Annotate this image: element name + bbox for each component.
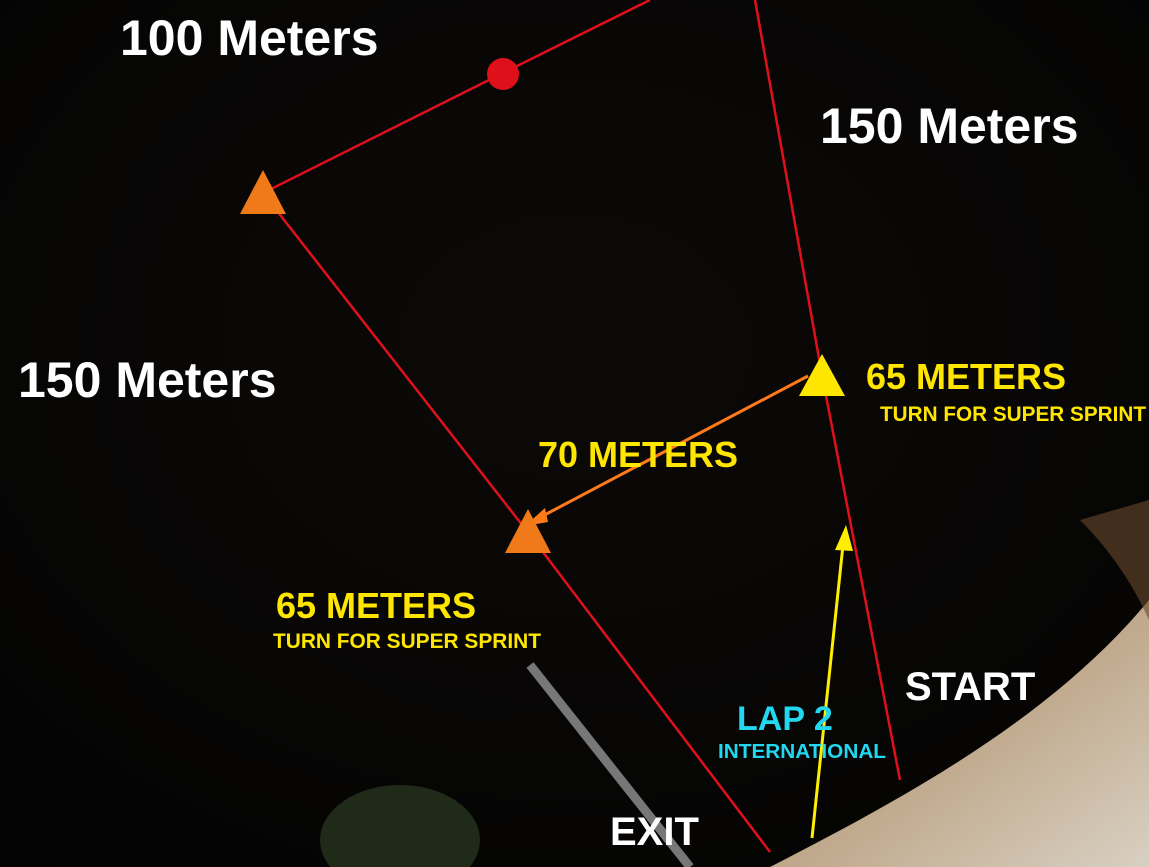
distance-label: 70 METERS [538,434,738,475]
course-map: 100 Meters 150 Meters 150 Meters 65 METE… [0,0,1149,867]
page: 100 Meters 150 Meters 150 Meters 65 METE… [0,0,1149,867]
lap-note: INTERNATIONAL [718,741,886,763]
distance-label: 65 METERS [276,585,476,626]
exit-label: EXIT [610,810,699,854]
note: TURN FOR SUPER SPRINT [273,630,541,653]
distance-label: 150 Meters [820,98,1079,154]
note: TURN FOR SUPER SPRINT [880,403,1146,426]
buoy [487,58,519,90]
lap-label: LAP 2 [737,700,833,738]
start-label: START [905,665,1035,709]
distance-label: 100 Meters [120,10,379,66]
distance-label: 150 Meters [18,352,277,408]
distance-label: 65 METERS [866,356,1066,397]
